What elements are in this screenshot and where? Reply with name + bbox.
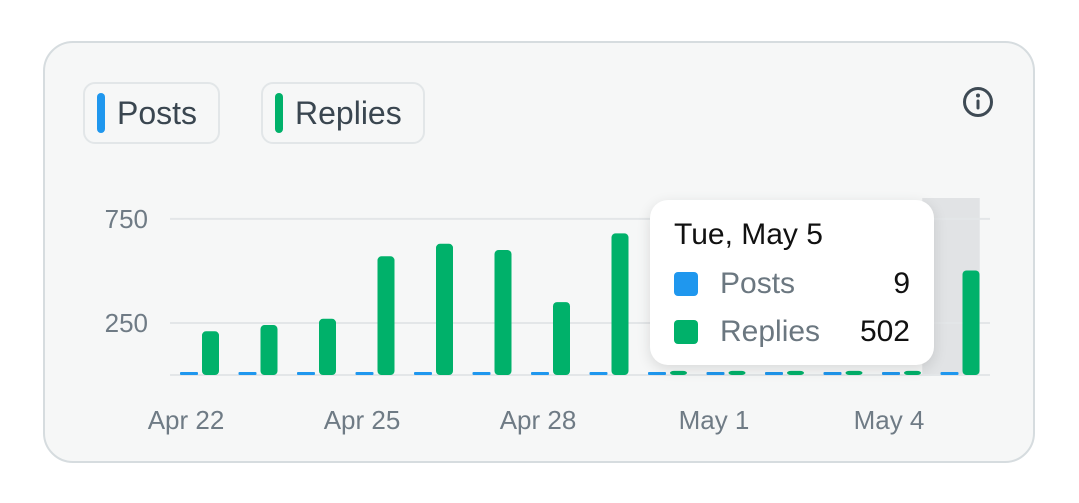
tooltip-date: Tue, May 5 [674, 218, 823, 251]
posts-bar [648, 372, 666, 375]
replies-bar [436, 243, 453, 375]
posts-bar [355, 372, 374, 375]
tooltip-posts-swatch [674, 272, 698, 296]
x-tick-label: Apr 22 [148, 405, 225, 435]
info-circle-icon[interactable] [962, 86, 994, 118]
tooltip-replies-value: 502 [859, 315, 910, 348]
posts-swatch [97, 93, 105, 133]
replies-bar [202, 331, 219, 375]
tooltip-row-posts: Posts 9 [674, 260, 910, 308]
posts-bar [940, 372, 959, 375]
posts-bar [414, 372, 432, 375]
posts-bar [531, 372, 549, 375]
y-tick-label: 750 [105, 204, 148, 234]
replies-bar [904, 370, 921, 375]
posts-bar [882, 372, 900, 375]
legend-replies-label: Replies [295, 94, 402, 131]
tooltip: Tue, May 5 Posts 9 Replies 502 [650, 200, 934, 365]
posts-bar [297, 372, 315, 375]
tooltip-replies-swatch [674, 320, 698, 344]
legend-replies-toggle[interactable]: Replies [261, 82, 425, 144]
replies-bar [319, 318, 336, 375]
tooltip-posts-label: Posts [720, 267, 796, 300]
posts-bar [180, 372, 198, 375]
tooltip-replies-label: Replies [720, 315, 821, 348]
posts-bar [589, 372, 608, 375]
replies-bar [260, 325, 278, 375]
tooltip-posts-value: 9 [893, 267, 910, 300]
x-tick-label: Apr 25 [324, 405, 401, 435]
x-tick-label: May 1 [679, 405, 750, 435]
replies-swatch [275, 93, 283, 133]
tooltip-row-replies: Replies 502 [674, 308, 910, 356]
replies-bar [962, 270, 980, 375]
posts-bar [765, 372, 783, 375]
replies-bar [377, 256, 395, 375]
legend-posts-toggle[interactable]: Posts [83, 82, 220, 144]
replies-bar [787, 370, 804, 375]
x-tick-label: May 4 [854, 405, 925, 435]
posts-bar [706, 372, 725, 375]
posts-bar [823, 372, 842, 375]
replies-bar [845, 370, 863, 375]
posts-bar [238, 372, 257, 375]
x-tick-label: Apr 28 [500, 405, 577, 435]
y-tick-label: 250 [105, 308, 148, 338]
legend-posts-label: Posts [117, 94, 198, 131]
replies-bar [728, 370, 746, 375]
replies-bar [494, 250, 512, 375]
replies-bar [553, 302, 570, 375]
replies-bar [611, 233, 629, 375]
replies-bar [670, 370, 687, 375]
posts-bar [472, 372, 491, 375]
